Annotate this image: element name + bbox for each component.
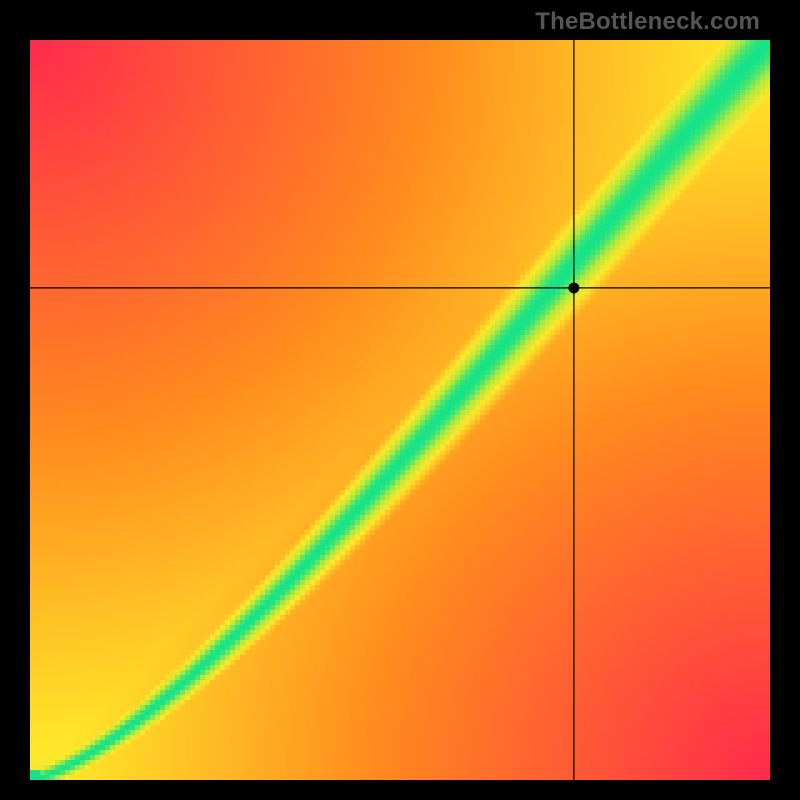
- heatmap-canvas: [30, 40, 770, 780]
- watermark-label: TheBottleneck.com: [535, 8, 760, 36]
- chart-root: TheBottleneck.com: [0, 0, 800, 800]
- heatmap-plot: [30, 40, 770, 780]
